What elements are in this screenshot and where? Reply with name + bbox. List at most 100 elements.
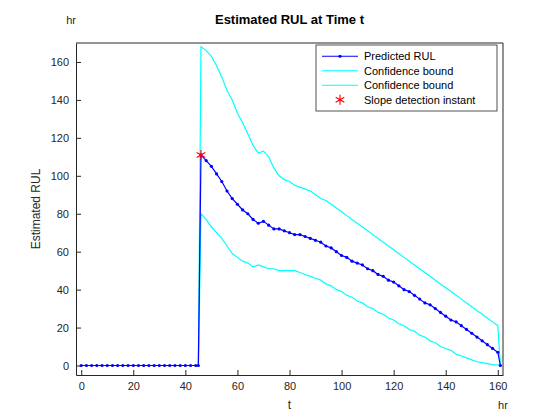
marker bbox=[408, 290, 411, 293]
tick: 120 bbox=[385, 370, 403, 392]
tick-mark bbox=[394, 370, 395, 375]
tick-mark bbox=[133, 370, 134, 375]
marker bbox=[309, 237, 312, 240]
x-axis-title: t bbox=[288, 398, 292, 412]
tick-label: 20 bbox=[57, 322, 69, 334]
tick: 40 bbox=[180, 370, 192, 392]
tick-mark bbox=[76, 328, 81, 329]
marker bbox=[330, 246, 333, 249]
y-unit: hr bbox=[66, 14, 76, 26]
marker bbox=[293, 233, 296, 236]
legend-item: Predicted RUL bbox=[322, 50, 436, 62]
marker bbox=[210, 165, 213, 168]
marker bbox=[241, 208, 244, 211]
marker bbox=[251, 218, 254, 221]
marker bbox=[496, 351, 499, 354]
marker bbox=[324, 244, 327, 247]
marker bbox=[246, 212, 249, 215]
marker bbox=[184, 364, 187, 367]
marker bbox=[137, 364, 140, 367]
marker bbox=[298, 233, 301, 236]
legend-line bbox=[322, 56, 358, 57]
series-line bbox=[81, 155, 500, 366]
marker bbox=[382, 275, 385, 278]
tick: 140 bbox=[437, 370, 455, 392]
tick: 120 bbox=[51, 132, 81, 144]
legend-line bbox=[322, 85, 358, 86]
tick-label: 120 bbox=[51, 132, 69, 144]
marker bbox=[460, 324, 463, 327]
marker bbox=[220, 180, 223, 183]
tick-label: 60 bbox=[57, 246, 69, 258]
marker bbox=[387, 279, 390, 282]
marker bbox=[106, 364, 109, 367]
axis-line bbox=[77, 375, 504, 376]
marker bbox=[304, 235, 307, 238]
tick-mark bbox=[185, 370, 186, 375]
marker bbox=[90, 364, 93, 367]
x-axis: 020406080100120140160 bbox=[77, 370, 508, 392]
marker bbox=[267, 224, 270, 227]
tick-mark bbox=[342, 370, 343, 375]
marker bbox=[335, 250, 338, 253]
tick: 160 bbox=[51, 56, 81, 68]
marker bbox=[205, 159, 208, 162]
marker bbox=[111, 364, 114, 367]
tick-label: 80 bbox=[57, 208, 69, 220]
legend-marker bbox=[338, 55, 341, 58]
marker bbox=[142, 364, 145, 367]
marker bbox=[350, 260, 353, 263]
marker bbox=[215, 172, 218, 175]
marker bbox=[147, 364, 150, 367]
tick: 20 bbox=[57, 322, 81, 334]
legend-marker bbox=[336, 95, 345, 105]
title: Estimated RUL at Time t bbox=[215, 12, 365, 27]
x-unit: hr bbox=[498, 399, 508, 411]
tick-mark bbox=[290, 370, 291, 375]
marker bbox=[376, 273, 379, 276]
legend-label: Confidence bound bbox=[364, 79, 453, 91]
legend-label: Slope detection instant bbox=[364, 94, 475, 106]
marker bbox=[345, 256, 348, 259]
tick-label: 160 bbox=[489, 380, 507, 392]
marker bbox=[163, 364, 166, 367]
tick: 0 bbox=[79, 370, 85, 392]
tick: 60 bbox=[57, 246, 81, 258]
marker bbox=[428, 303, 431, 306]
marker bbox=[499, 364, 502, 367]
marker bbox=[116, 364, 119, 367]
marker bbox=[434, 307, 437, 310]
legend-item: Slope detection instant bbox=[336, 94, 476, 106]
marker bbox=[225, 189, 228, 192]
marker bbox=[439, 311, 442, 314]
marker bbox=[392, 280, 395, 283]
tick-label: 40 bbox=[57, 284, 69, 296]
tick-mark bbox=[76, 214, 81, 215]
marker bbox=[423, 301, 426, 304]
tick: 100 bbox=[51, 170, 81, 182]
legend-line bbox=[322, 70, 358, 71]
plot bbox=[80, 47, 502, 367]
tick: 160 bbox=[489, 370, 507, 392]
tick-label: 0 bbox=[79, 380, 85, 392]
series-line bbox=[81, 47, 500, 366]
marker bbox=[158, 364, 161, 367]
tick-mark bbox=[76, 100, 81, 101]
marker bbox=[314, 239, 317, 242]
tick-mark bbox=[76, 290, 81, 291]
marker bbox=[168, 364, 171, 367]
marker bbox=[153, 364, 156, 367]
chart: 0204060801001201401600204060801001201401… bbox=[0, 0, 560, 420]
marker bbox=[413, 294, 416, 297]
tick-mark bbox=[76, 252, 81, 253]
tick: 40 bbox=[57, 284, 81, 296]
frame bbox=[76, 43, 503, 44]
tick-label: 140 bbox=[51, 94, 69, 106]
marker bbox=[262, 220, 265, 223]
tick-label: 60 bbox=[232, 380, 244, 392]
plot-area bbox=[76, 43, 503, 375]
marker bbox=[402, 288, 405, 291]
tick-mark bbox=[76, 176, 81, 177]
marker bbox=[491, 347, 494, 350]
tick-label: 100 bbox=[51, 170, 69, 182]
